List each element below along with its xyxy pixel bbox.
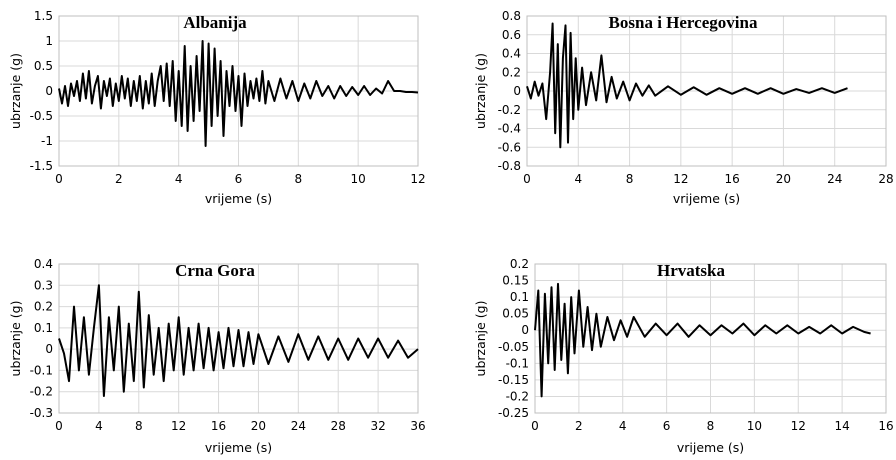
y-tick-label: 0 (45, 342, 53, 356)
y-tick-label: 1.5 (34, 9, 53, 23)
x-axis-label: vrijeme (s) (205, 191, 272, 206)
chart-panel-3: 0.20.150.10.050-0.05-0.1-0.15-0.2-0.250 2… (473, 257, 894, 455)
x-tick-label: 28 (878, 172, 893, 186)
x-tick-label: 14 (834, 419, 849, 433)
y-tick-label: 0.3 (34, 278, 53, 292)
y-axis-label: ubrzanje (g) (473, 301, 488, 377)
x-tick-label: 36 (410, 419, 425, 433)
y-tick-label: 0.2 (502, 65, 521, 79)
y-tick-label: -0.5 (30, 109, 53, 123)
y-tick-label: 0.4 (34, 257, 53, 271)
y-tick-label: 1 (45, 34, 53, 48)
x-tick-label: 10 (747, 419, 762, 433)
x-tick-label: 12 (791, 419, 806, 433)
y-tick-label: 0.1 (34, 321, 53, 335)
x-tick-label: 6 (663, 419, 671, 433)
y-tick-label: -0.1 (506, 356, 529, 370)
y-tick-label: -0.2 (498, 103, 521, 117)
chart-title: Bosna i Hercegovina (609, 13, 758, 32)
y-tick-label: -0.05 (498, 340, 529, 354)
x-tick-label: 0 (55, 172, 63, 186)
y-axis-label: ubrzanje (g) (8, 301, 23, 377)
plot-area (526, 15, 887, 167)
chart-panel-1: 0.80.60.40.20-0.2-0.4-0.6-0.80 4 8 12 16 20 24… (473, 9, 894, 206)
series-line (58, 284, 419, 397)
x-tick-label: 0 (531, 419, 539, 433)
x-tick-label: 0 (523, 172, 531, 186)
series-line (534, 282, 871, 398)
y-tick-label: 0.2 (34, 300, 53, 314)
x-tick-label: 20 (776, 172, 791, 186)
y-axis-label: ubrzanje (g) (473, 53, 488, 129)
y-tick-label: 0 (521, 323, 529, 337)
chart-title: Crna Gora (175, 261, 255, 280)
x-tick-label: 20 (251, 419, 266, 433)
y-tick-label: 0.15 (502, 274, 529, 288)
y-tick-label: -1.5 (30, 159, 53, 173)
x-tick-label: 12 (410, 172, 425, 186)
x-tick-label: 12 (673, 172, 688, 186)
x-tick-label: 12 (171, 419, 186, 433)
y-tick-label: -0.15 (498, 373, 529, 387)
x-tick-label: 8 (707, 419, 715, 433)
y-tick-label: 0.4 (502, 47, 521, 61)
x-axis-label: vrijeme (s) (673, 191, 740, 206)
chart-panel-2: 0.40.30.20.10-0.1-0.2-0.30 4 8 12 16 20 24 28 32… (8, 257, 426, 455)
y-tick-label: -0.25 (498, 406, 529, 420)
x-tick-label: 32 (370, 419, 385, 433)
y-tick-label: -0.1 (30, 363, 53, 377)
plot-area (58, 263, 419, 414)
x-tick-label: 24 (291, 419, 306, 433)
x-tick-label: 28 (331, 419, 346, 433)
x-tick-label: 16 (725, 172, 740, 186)
y-tick-label: -0.2 (30, 385, 53, 399)
y-tick-label: -1 (41, 134, 53, 148)
x-tick-label: 4 (574, 172, 582, 186)
y-tick-label: 0.8 (502, 9, 521, 23)
series-line (526, 22, 848, 149)
x-tick-label: 10 (351, 172, 366, 186)
chart-panel-0: 1.510.50-0.5-1-1.50 2 4 6 8 10 12Albanijavrije… (8, 9, 426, 206)
x-tick-label: 4 (619, 419, 627, 433)
chart-title: Hrvatska (657, 261, 726, 280)
y-tick-label: -0.4 (498, 122, 521, 136)
x-tick-label: 16 (878, 419, 893, 433)
x-tick-label: 6 (235, 172, 243, 186)
y-tick-label: -0.6 (498, 140, 521, 154)
x-tick-label: 16 (211, 419, 226, 433)
x-tick-label: 2 (575, 419, 583, 433)
x-tick-label: 8 (135, 419, 143, 433)
y-tick-label: -0.8 (498, 159, 521, 173)
y-tick-label: 0 (513, 84, 521, 98)
y-axis-label: ubrzanje (g) (8, 53, 23, 129)
y-tick-label: 0.2 (510, 257, 529, 271)
x-tick-label: 0 (55, 419, 63, 433)
x-tick-label: 24 (827, 172, 842, 186)
y-tick-label: -0.2 (506, 389, 529, 403)
x-tick-label: 4 (175, 172, 183, 186)
y-tick-label: 0.1 (510, 290, 529, 304)
y-tick-label: 0 (45, 84, 53, 98)
x-axis-label: vrijeme (s) (677, 440, 744, 455)
plot-area (534, 263, 887, 414)
x-tick-label: 4 (95, 419, 103, 433)
x-tick-label: 8 (295, 172, 303, 186)
y-tick-label: 0.6 (502, 28, 521, 42)
x-tick-label: 8 (626, 172, 634, 186)
chart-title: Albanija (183, 13, 247, 32)
y-tick-label: -0.3 (30, 406, 53, 420)
y-tick-label: 0.05 (502, 307, 529, 321)
y-tick-label: 0.5 (34, 59, 53, 73)
x-axis-label: vrijeme (s) (205, 440, 272, 455)
x-tick-label: 2 (115, 172, 123, 186)
series-line (58, 40, 419, 147)
